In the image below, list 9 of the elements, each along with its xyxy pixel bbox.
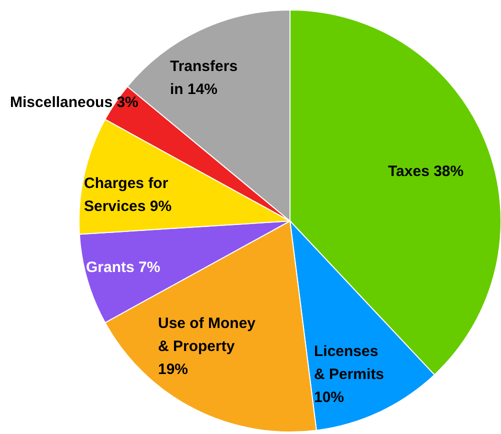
slice-label: Transfers in 14% <box>170 58 238 98</box>
slice-label: Grants 7% <box>86 259 160 276</box>
slice-label: Miscellaneous 3% <box>10 94 138 111</box>
slice-label: Use of Money & Property <box>158 315 256 355</box>
slice-label: Charges for Services 9% <box>84 175 172 215</box>
data-label: 10% <box>314 389 344 406</box>
data-label: 19% <box>158 361 188 378</box>
slice-label: Taxes 38% <box>388 163 464 180</box>
slice-label: Licenses & Permits <box>314 343 384 383</box>
